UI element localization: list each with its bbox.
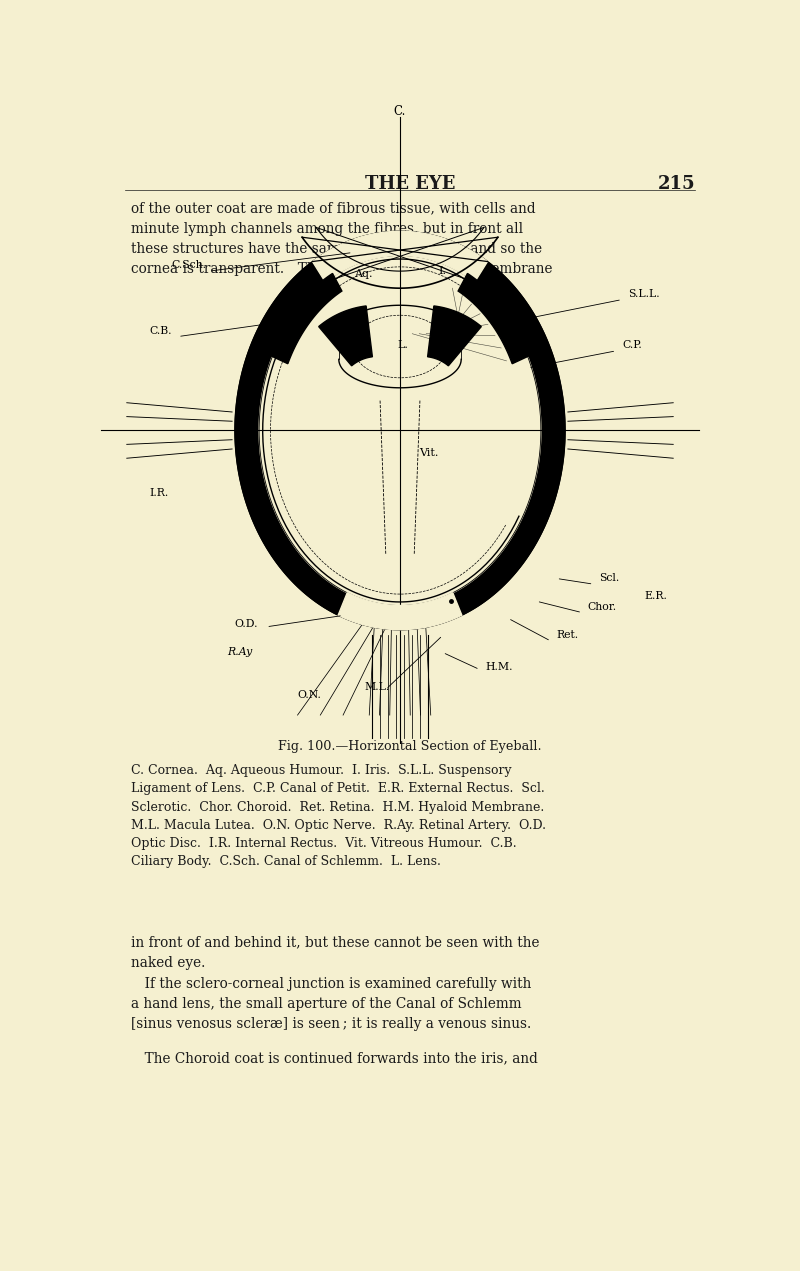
Text: Vit.: Vit.: [418, 449, 438, 459]
Text: C.Sch.: C.Sch.: [171, 261, 206, 271]
Text: The Choroid coat is continued forwards into the iris, and: The Choroid coat is continued forwards i…: [131, 1051, 538, 1065]
Text: I.R.: I.R.: [150, 488, 169, 498]
Text: C. Cornea.  Aq. Aqueous Humour.  I. Iris.  S.L.L. Suspensory
Ligament of Lens.  : C. Cornea. Aq. Aqueous Humour. I. Iris. …: [131, 764, 546, 868]
Polygon shape: [313, 231, 487, 282]
Text: M.L.: M.L.: [365, 681, 390, 691]
Text: THE EYE: THE EYE: [365, 175, 455, 193]
Text: 215: 215: [658, 175, 695, 193]
Text: Fig. 100.—Horizontal Section of Eyeball.: Fig. 100.—Horizontal Section of Eyeball.: [278, 740, 542, 752]
Polygon shape: [318, 306, 372, 366]
Text: S.L.L.: S.L.L.: [628, 289, 659, 299]
Text: Ret.: Ret.: [557, 630, 578, 641]
Polygon shape: [338, 592, 462, 629]
Text: E.R.: E.R.: [645, 591, 668, 600]
Text: of the outer coat are made of fibrous tissue, with cells and
minute lymph channe: of the outer coat are made of fibrous ti…: [131, 202, 553, 276]
Polygon shape: [235, 231, 565, 629]
Text: C.: C.: [394, 105, 406, 118]
Text: C.P.: C.P.: [622, 341, 642, 350]
Text: Chor.: Chor.: [588, 602, 617, 611]
Text: If the sclero-corneal junction is examined carefully with
a hand lens, the small: If the sclero-corneal junction is examin…: [131, 976, 531, 1031]
Text: Aq.: Aq.: [354, 269, 372, 278]
Text: C.B.: C.B.: [150, 325, 172, 336]
Polygon shape: [458, 273, 530, 364]
Text: R.Ay: R.Ay: [226, 647, 252, 657]
Text: in front of and behind it, but these cannot be seen with the
naked eye.: in front of and behind it, but these can…: [131, 935, 539, 970]
Polygon shape: [259, 255, 541, 605]
Text: O.N.: O.N.: [297, 690, 321, 700]
Text: Scl.: Scl.: [599, 573, 619, 583]
Text: L.: L.: [398, 341, 408, 350]
Text: I.: I.: [438, 266, 446, 276]
Polygon shape: [270, 273, 342, 364]
Text: H.M.: H.M.: [486, 662, 513, 671]
Text: O.D.: O.D.: [234, 619, 258, 629]
Polygon shape: [428, 306, 482, 366]
